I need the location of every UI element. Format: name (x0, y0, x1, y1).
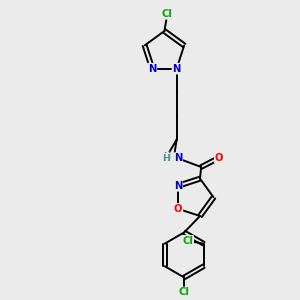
Text: H: H (162, 154, 170, 163)
Text: N: N (148, 64, 156, 74)
Text: N: N (172, 64, 181, 74)
Text: Cl: Cl (179, 287, 190, 297)
Text: H: H (163, 152, 170, 161)
Text: N: N (174, 153, 182, 164)
Text: Cl: Cl (162, 9, 173, 19)
Text: N: N (172, 153, 181, 164)
Text: O: O (215, 153, 223, 163)
Text: O: O (174, 204, 182, 214)
Text: Cl: Cl (182, 236, 193, 246)
Text: N: N (174, 181, 182, 191)
